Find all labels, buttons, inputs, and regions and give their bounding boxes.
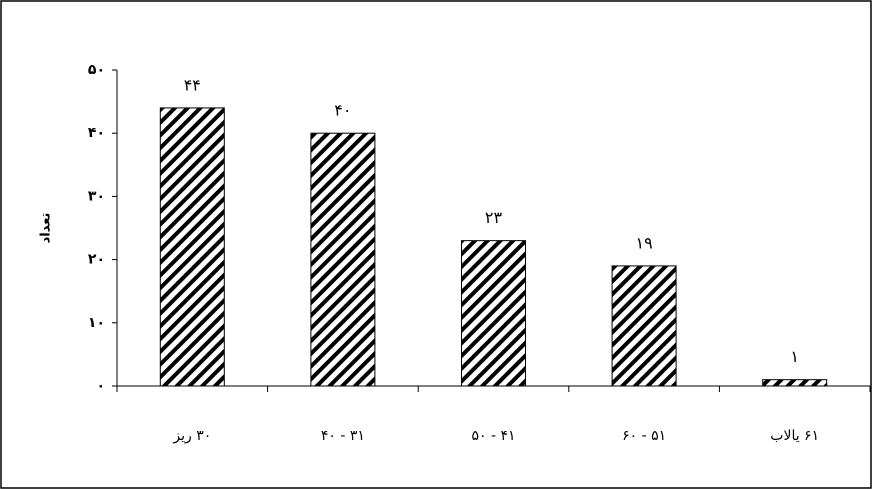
x-tick-label: زیر ۳۰ bbox=[172, 428, 211, 444]
bar bbox=[159, 107, 225, 387]
x-tick-label: ۴۰ - ۳۱ bbox=[321, 428, 365, 444]
y-tick-label: ۱۰ bbox=[88, 315, 105, 331]
x-tick-label: ۵۰ - ۴۱ bbox=[471, 428, 515, 444]
y-tick-label: ۵۰ bbox=[88, 62, 105, 78]
value-label: ۲۳ bbox=[485, 208, 503, 227]
value-label: ۱۹ bbox=[636, 233, 653, 252]
x-tick-label: ۶۰ - ۵۱ bbox=[622, 428, 666, 444]
y-tick-label: ۲۰ bbox=[88, 252, 105, 268]
value-label: ۱ bbox=[790, 347, 799, 366]
y-tick-label: ۳۰ bbox=[88, 188, 105, 204]
bar bbox=[611, 265, 677, 387]
y-axis-label: تعداد bbox=[39, 213, 54, 244]
y-tick-label: ۰ bbox=[96, 378, 105, 394]
x-tick-label: بالای ۶۱ bbox=[770, 428, 819, 444]
value-label: ۴۰ bbox=[334, 101, 351, 120]
bar bbox=[461, 240, 526, 387]
y-tick-label: ۴۰ bbox=[88, 125, 105, 141]
bar bbox=[310, 132, 376, 387]
value-label: ۴۴ bbox=[184, 75, 201, 94]
bar bbox=[762, 379, 828, 387]
